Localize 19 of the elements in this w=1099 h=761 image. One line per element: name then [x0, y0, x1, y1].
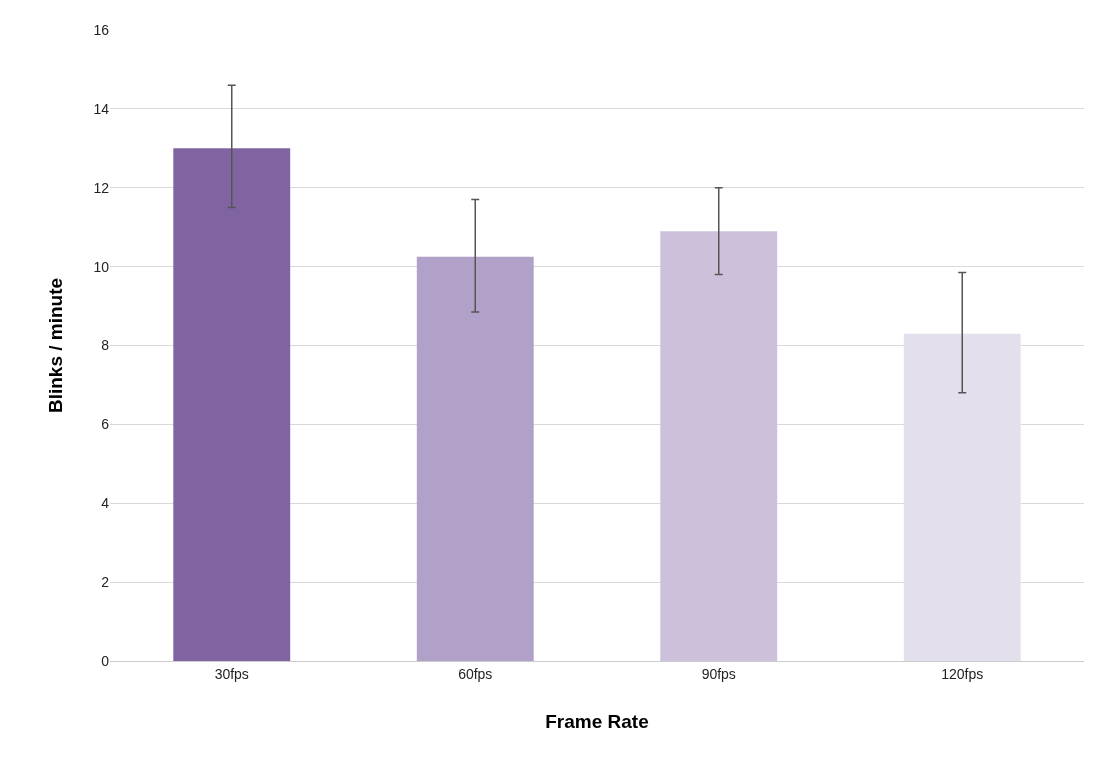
x-tick-label: 60fps	[458, 665, 493, 682]
bar	[660, 231, 778, 661]
bar	[903, 333, 1021, 661]
y-tick-label: 4	[101, 495, 110, 512]
y-tick-label: 8	[101, 337, 110, 354]
y-tick-label: 12	[93, 179, 110, 196]
y-axis-title: Blinks / minute	[45, 277, 66, 414]
x-tick-label: 90fps	[701, 665, 736, 682]
y-tick-label: 16	[93, 21, 110, 38]
y-tick-label: 6	[101, 416, 110, 433]
x-tick-label: 30fps	[214, 665, 249, 682]
x-tick-label: 120fps	[941, 665, 984, 682]
y-tick-label: 10	[93, 258, 110, 275]
y-tick-label: 2	[101, 574, 110, 591]
y-tick-label: 0	[101, 652, 110, 669]
bar	[416, 256, 534, 661]
x-axis-title: Frame Rate	[545, 711, 649, 732]
bar	[173, 148, 291, 661]
y-tick-label: 14	[93, 100, 110, 117]
